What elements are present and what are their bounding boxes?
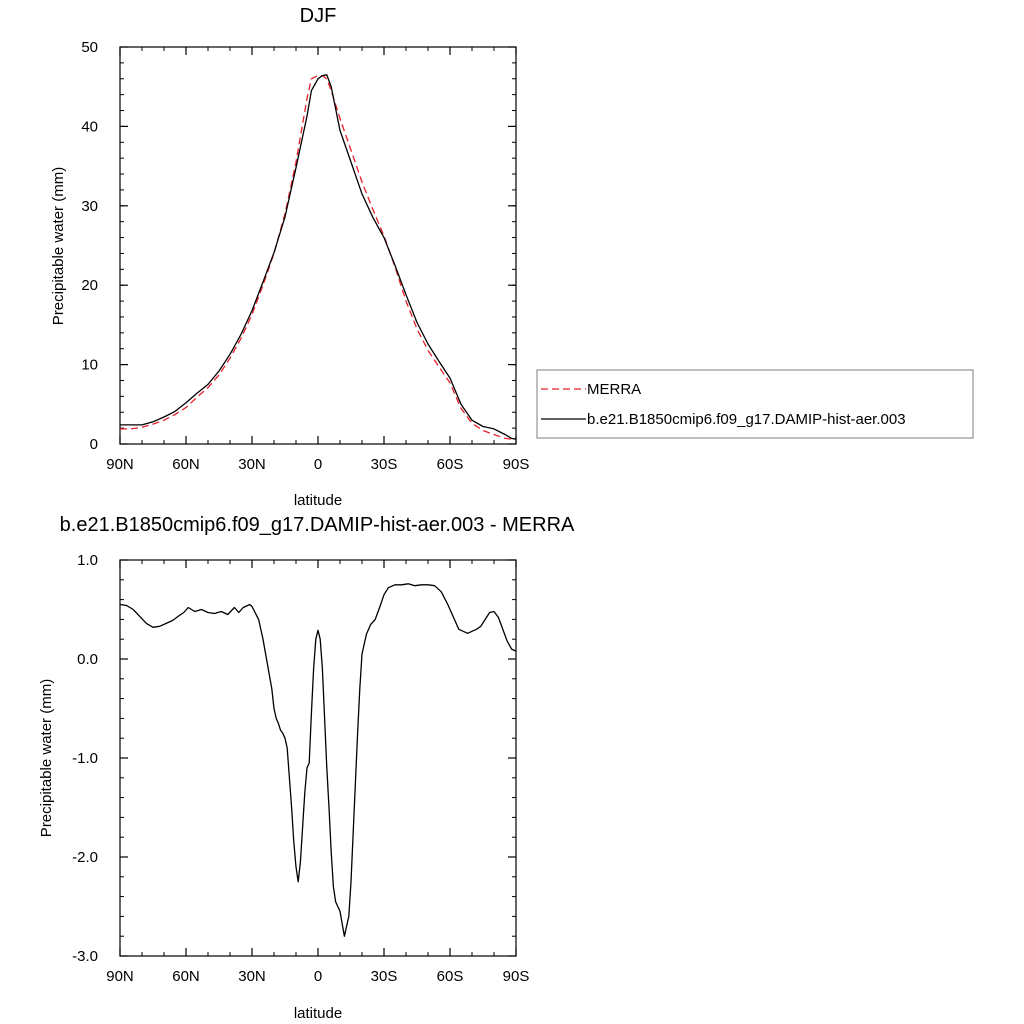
top-y-tick-label: 50 xyxy=(81,39,98,56)
top-x-tick-label: 90N xyxy=(106,456,134,473)
bottom-y-tick-label: -2.0 xyxy=(72,849,98,866)
bottom-x-tick-label: 60N xyxy=(172,968,200,985)
bottom-x-tick-label: 30N xyxy=(238,968,266,985)
top-x-axis-label: latitude xyxy=(294,492,342,509)
bottom-y-axis-label: Precipitable water (mm) xyxy=(38,679,55,837)
bottom-x-axis-label: latitude xyxy=(294,1005,342,1022)
bottom-y-tick-label: -1.0 xyxy=(72,750,98,767)
top-chart-title: DJF xyxy=(300,5,337,27)
bottom-y-tick-label: 0.0 xyxy=(77,651,98,668)
top-x-tick-label: 60N xyxy=(172,456,200,473)
bottom-x-tick-label: 90S xyxy=(503,968,530,985)
legend-box xyxy=(536,369,974,439)
top-x-tick-label: 0 xyxy=(314,456,322,473)
legend: MERRA b.e21.B1850cmip6.f09_g17.DAMIP-his… xyxy=(536,369,974,439)
bottom-plot-area: 90N 60N 30N 0 30S 60S 90S 1.0 0.0 -1.0 -2.0 -3.0 xyxy=(72,552,529,985)
top-series-line-1 xyxy=(120,74,517,440)
bottom-series-line-0 xyxy=(119,583,517,937)
top-y-tick-label: 0 xyxy=(90,436,98,453)
top-x-tick-label: 60S xyxy=(437,456,464,473)
top-y-tick-label: 30 xyxy=(81,198,98,215)
bottom-x-tick-label: 30S xyxy=(371,968,398,985)
bottom-chart-title: b.e21.B1850cmip6.f09_g17.DAMIP-hist-aer.… xyxy=(60,514,575,536)
top-x-tick-label: 30N xyxy=(238,456,266,473)
bottom-x-tick-label: 0 xyxy=(314,968,322,985)
bottom-x-tick-label: 90N xyxy=(106,968,134,985)
top-y-tick-label: 40 xyxy=(81,118,98,135)
top-x-tick-label: 90S xyxy=(503,456,530,473)
legend-label-merra: MERRA xyxy=(587,381,641,398)
bottom-x-tick-label: 60S xyxy=(437,968,464,985)
bottom-y-tick-label: -3.0 xyxy=(72,948,98,965)
top-plot-area: 90N 60N 30N 0 30S 60S 90S 0 10 20 30 40 50 xyxy=(81,39,529,473)
top-x-tick-label: 30S xyxy=(371,456,398,473)
bottom-y-tick-label: 1.0 xyxy=(77,552,98,569)
top-y-tick-label: 20 xyxy=(81,277,98,294)
top-y-axis-label: Precipitable water (mm) xyxy=(50,167,67,325)
legend-label-model: b.e21.B1850cmip6.f09_g17.DAMIP-hist-aer.… xyxy=(587,411,906,428)
top-y-tick-label: 10 xyxy=(81,357,98,374)
